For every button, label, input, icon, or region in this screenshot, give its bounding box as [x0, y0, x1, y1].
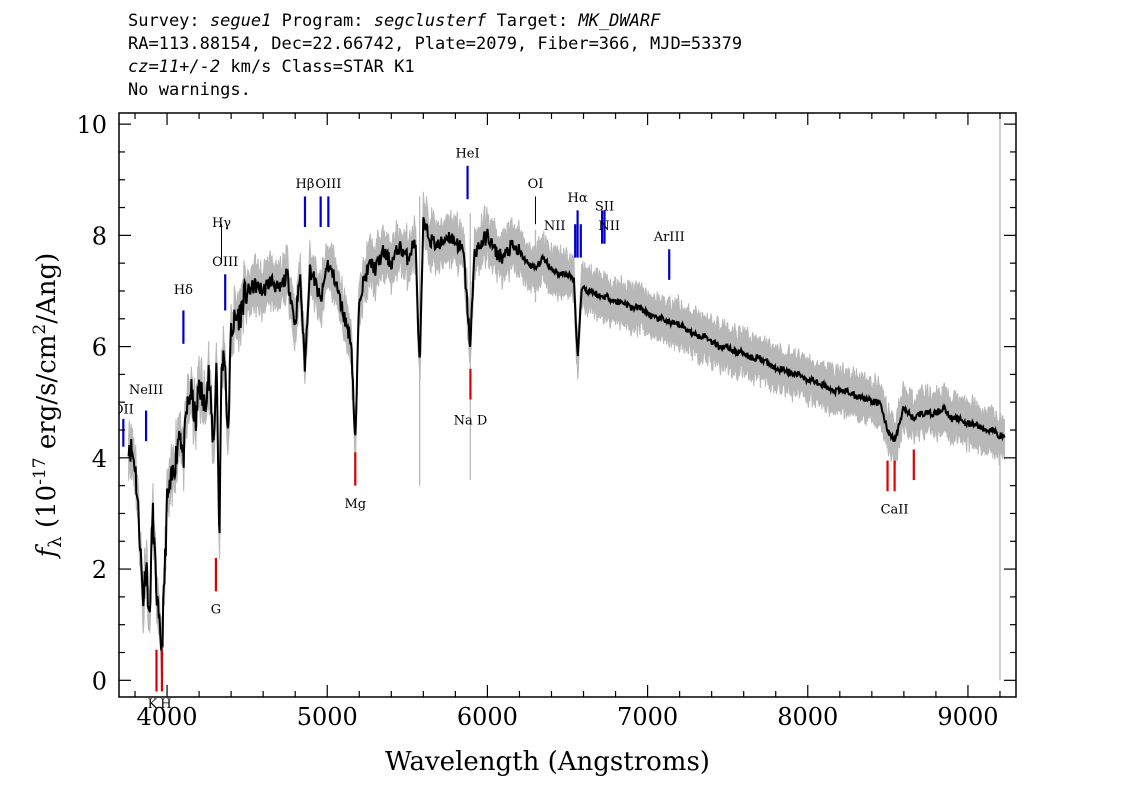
mask-right — [1016, 0, 1134, 810]
plot-frame — [118, 112, 1017, 698]
y-tick-label-6: 6 — [92, 334, 107, 362]
x-axis-title: Wavelength (Angstroms) — [385, 747, 710, 777]
y-tick-label-10: 10 — [76, 111, 107, 139]
spectrum-header: Survey: segue1 Program: segclusterf Targ… — [128, 10, 742, 102]
x-tick-label-6000: 6000 — [457, 703, 518, 731]
line-label-18: G — [211, 603, 221, 618]
x-tick-label-5000: 5000 — [297, 703, 358, 731]
y-tick-label-0: 0 — [92, 667, 107, 695]
x-tick-label-8000: 8000 — [777, 703, 838, 731]
nii-label-0: NII — [544, 219, 566, 234]
survey-value: segue1 — [209, 11, 272, 31]
line-label-1: NeIII — [129, 383, 163, 398]
line-label-8: HeI — [455, 146, 479, 161]
program-label: Program: — [281, 11, 364, 31]
redshift-value: cz=11+/-2 — [128, 57, 221, 77]
y-tick-label-8: 8 — [92, 222, 107, 250]
x-tick-label-4000: 4000 — [137, 703, 198, 731]
line-label-3: Hγ — [212, 216, 231, 231]
line-label-19: Mg — [344, 497, 366, 512]
line-label-20: Na D — [454, 413, 488, 428]
line-label-22: CaII — [881, 502, 909, 517]
y-axis-title: fλ (10-17 erg/s/cm2/Ang) — [30, 253, 66, 560]
survey-label: Survey: — [128, 11, 200, 31]
line-label-4: OIII — [212, 255, 238, 270]
program-value: segclusterf — [373, 11, 487, 31]
line-label-16: K — [148, 697, 158, 712]
flux-line — [127, 217, 1006, 651]
header-line-3: cz=11+/-2 km/s Class=STAR K1 — [128, 56, 742, 79]
nii-label-1: NII — [598, 219, 620, 234]
line-label-5: Hβ — [296, 177, 315, 192]
y-tick-label-2: 2 — [92, 556, 107, 584]
line-label-11: Hα — [568, 191, 588, 206]
header-line-1: Survey: segue1 Program: segclusterf Targ… — [128, 10, 742, 33]
line-label-2: Hδ — [174, 283, 193, 298]
line-label-7: OIII — [315, 177, 341, 192]
target-value: MK_DWARF — [578, 11, 661, 31]
x-tick-label-7000: 7000 — [617, 703, 678, 731]
line-label-15: ArIII — [653, 230, 685, 245]
header-line-4: No warnings. — [128, 80, 251, 100]
header-line-2: RA=113.88154, Dec=22.66742, Plate=2079, … — [128, 34, 743, 54]
line-label-14: SII — [595, 199, 614, 214]
x-tick-label-9000: 9000 — [937, 703, 998, 731]
mask-left — [0, 0, 119, 810]
line-label-9: OI — [528, 177, 544, 192]
class-info: km/s Class=STAR K1 — [220, 57, 415, 77]
y-tick-label-4: 4 — [92, 445, 107, 473]
line-label-17: H — [160, 697, 171, 712]
error-band — [128, 191, 1005, 674]
target-label: Target: — [496, 11, 569, 31]
